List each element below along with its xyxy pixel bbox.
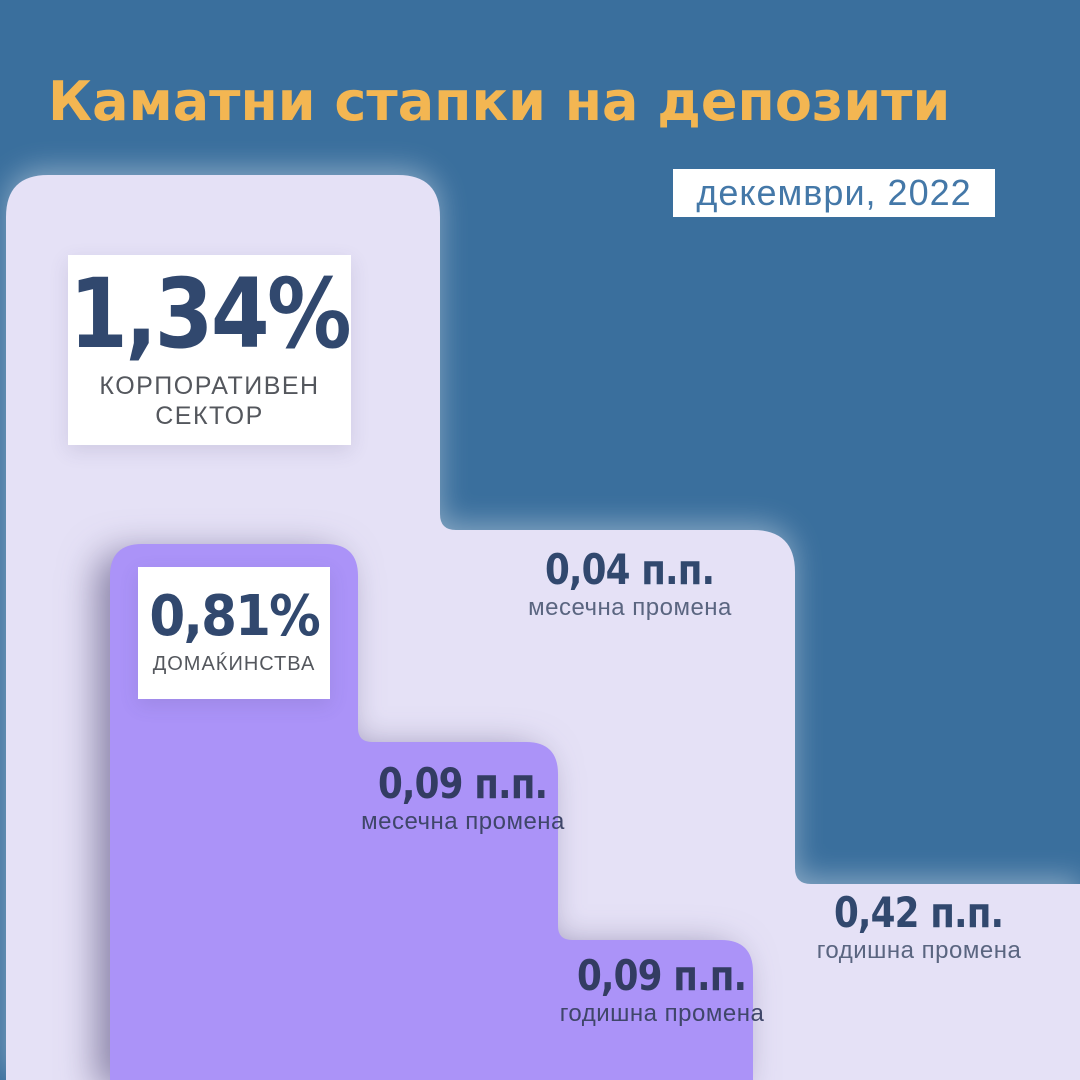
- corporate-annual-change: 0,42 п.п. годишна промена: [749, 888, 1080, 964]
- corporate-monthly-change: 0,04 п.п. месечна промена: [460, 545, 800, 621]
- households-monthly-change-value: 0,09 п.п.: [378, 759, 548, 808]
- households-annual-change-label: годишна промена: [559, 1000, 765, 1027]
- corporate-monthly-change-label: месечна промена: [528, 594, 732, 621]
- corporate-rate-label: КОРПОРАТИВЕН СЕКТОР: [99, 372, 320, 430]
- households-rate-card: 0,81% ДОМАЌИНСТВА: [138, 567, 330, 699]
- households-annual-change-value: 0,09 п.п.: [577, 951, 747, 1000]
- households-monthly-change: 0,09 п.п. месечна промена: [293, 759, 633, 835]
- households-monthly-change-label: месечна промена: [361, 808, 565, 835]
- corporate-annual-change-value: 0,42 п.п.: [834, 888, 1004, 937]
- corporate-annual-change-label: годишна промена: [816, 937, 1022, 964]
- page-title: Каматни стапки на депозити: [48, 70, 951, 133]
- corporate-rate-value: 1,34%: [69, 257, 353, 370]
- households-annual-change: 0,09 п.п. годишна промена: [492, 951, 832, 1027]
- households-rate-value: 0,81%: [149, 583, 320, 649]
- corporate-rate-card: 1,34% КОРПОРАТИВЕН СЕКТОР: [68, 255, 353, 445]
- corporate-monthly-change-value: 0,04 п.п.: [545, 545, 715, 594]
- households-rate-label: ДОМАЌИНСТВА: [152, 652, 316, 675]
- date-badge: декември, 2022: [673, 169, 995, 217]
